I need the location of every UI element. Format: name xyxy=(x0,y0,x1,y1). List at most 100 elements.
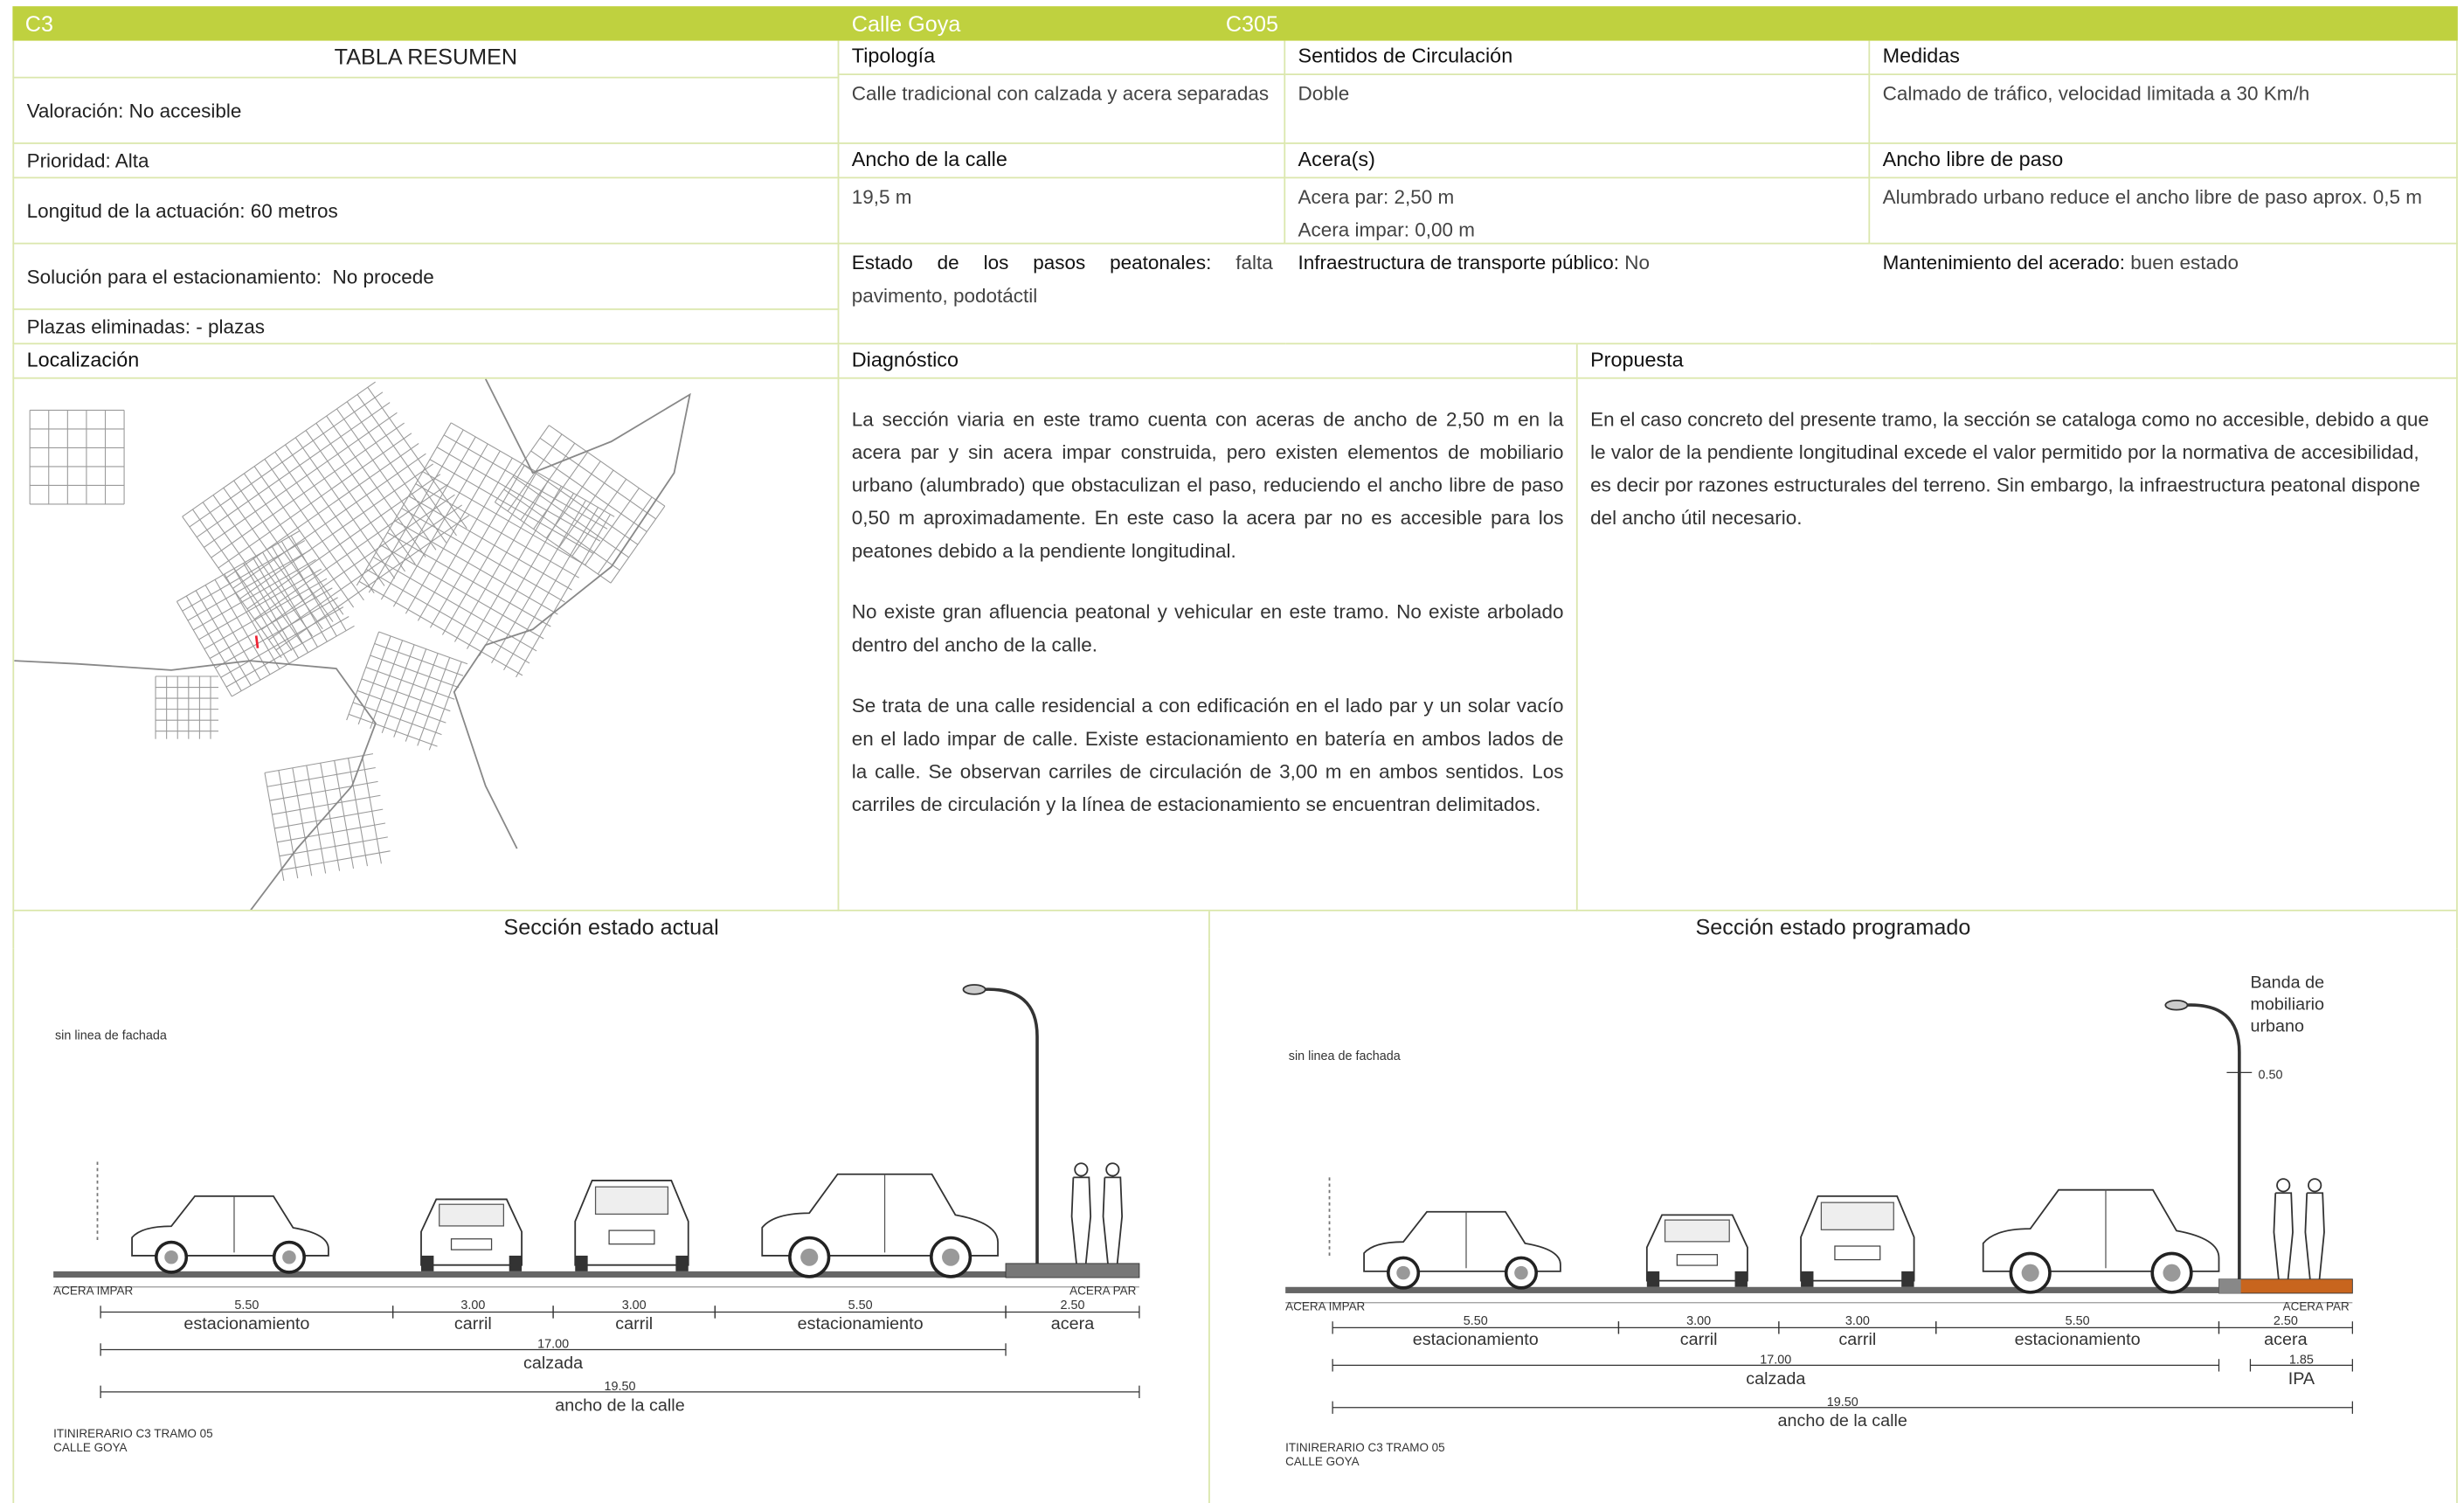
coast xyxy=(453,378,691,849)
inline-value: No xyxy=(1618,252,1650,274)
acera-line: Acera impar: 0,00 m xyxy=(1298,218,1475,241)
drawing-label: acera xyxy=(1051,1314,1094,1333)
street xyxy=(417,457,513,621)
drawing-label: 3.00 xyxy=(1845,1314,1870,1328)
summary-row: Valoración: No accesible xyxy=(12,78,840,144)
street xyxy=(491,500,586,663)
street xyxy=(182,381,376,517)
detail-label: Acera(s) xyxy=(1285,143,1871,179)
street xyxy=(274,808,384,829)
highlight xyxy=(254,635,260,648)
street xyxy=(365,666,455,700)
tyre xyxy=(575,1255,588,1271)
inline-value: falta pavimento, podotáctil xyxy=(851,252,1273,308)
person-body xyxy=(1102,1176,1124,1264)
street-grid xyxy=(29,409,125,505)
street xyxy=(394,520,558,615)
proposal-text: En el caso concreto del presente tramo, … xyxy=(1577,378,2458,911)
street xyxy=(516,514,611,678)
hub xyxy=(942,1248,960,1266)
car xyxy=(1363,1210,1561,1272)
street xyxy=(306,765,327,874)
drawing-label: carril xyxy=(1680,1330,1718,1349)
drawing-label: 5.50 xyxy=(2066,1314,2090,1328)
drawing-label: carril xyxy=(1838,1330,1876,1349)
street xyxy=(392,443,488,607)
person-body xyxy=(1070,1176,1092,1264)
drawing-label: ancho de la calle xyxy=(1778,1411,1907,1430)
street xyxy=(428,661,462,751)
paragraph: En el caso concreto del presente tramo, … xyxy=(1590,408,2429,530)
street xyxy=(362,755,382,864)
hub xyxy=(164,1250,178,1264)
street xyxy=(272,794,381,815)
grille xyxy=(1676,1254,1719,1266)
detail-value: 19,5 m xyxy=(839,178,1286,245)
street xyxy=(220,606,344,678)
drawing-label: 5.50 xyxy=(848,1299,873,1313)
detail-label: Tipología xyxy=(839,40,1286,76)
street xyxy=(378,631,468,665)
detail-label: Medidas xyxy=(1870,40,2458,76)
detail-label: Ancho libre de paso xyxy=(1870,143,2458,179)
drawing-label: carril xyxy=(615,1314,653,1333)
person-head xyxy=(1105,1162,1120,1177)
drawing-label: ACERA PAR xyxy=(2283,1300,2350,1313)
street xyxy=(380,436,476,600)
street xyxy=(356,394,457,537)
header-code: C3 xyxy=(24,10,53,37)
windshield xyxy=(439,1203,505,1227)
street xyxy=(225,443,419,579)
windshield xyxy=(1664,1219,1730,1243)
street xyxy=(264,753,374,773)
street xyxy=(512,475,629,558)
drawing-label: 2.50 xyxy=(1060,1299,1084,1313)
street xyxy=(361,678,451,712)
street xyxy=(274,451,375,593)
street xyxy=(429,464,525,628)
drawing-label: sin linea de fachada xyxy=(55,1029,167,1043)
person-head xyxy=(1074,1162,1089,1177)
street xyxy=(422,471,587,566)
sidewalk xyxy=(1005,1263,1140,1278)
drawing-label: 0.50 xyxy=(2258,1069,2282,1083)
drawing-label: ancho de la calle xyxy=(555,1396,684,1415)
drawing-label: ITINIRERARIO C3 TRAMO 05 xyxy=(53,1427,213,1440)
street xyxy=(294,437,396,579)
tyre xyxy=(420,1255,434,1271)
street xyxy=(212,495,313,637)
street-grid xyxy=(346,631,468,751)
street xyxy=(441,471,537,635)
section-title: Sección estado programado xyxy=(1210,911,2458,949)
summary-row: Prioridad: Alta xyxy=(12,143,840,179)
street xyxy=(405,653,439,742)
drawing-label: mobiliario xyxy=(2250,995,2324,1015)
street xyxy=(356,689,446,724)
street xyxy=(285,444,385,586)
drawing-label: Banda de xyxy=(2250,973,2324,993)
street xyxy=(253,466,355,608)
car xyxy=(761,1173,999,1257)
street xyxy=(204,578,328,650)
street xyxy=(279,836,388,857)
inline-label: Mantenimiento del acerado: xyxy=(1882,252,2126,274)
header-bar: C3 Calle Goya C305 xyxy=(12,6,2458,41)
detail-inline: Mantenimiento del acerado: buen estado xyxy=(1870,244,2458,345)
detail-value: Acera par: 2,50 m Acera impar: 0,00 m xyxy=(1285,178,1871,245)
street xyxy=(479,493,574,656)
street xyxy=(436,447,601,542)
person-body xyxy=(2273,1192,2294,1279)
detail-value: Calle tradicional con calzada y acera se… xyxy=(839,75,1286,144)
section-drawings: sin linea de fachada ACERA IMPAR ACERA PAR… xyxy=(53,973,2353,1468)
person-head xyxy=(2308,1178,2322,1193)
hub xyxy=(2021,1264,2039,1282)
drawing-label: 2.50 xyxy=(2274,1314,2298,1328)
street xyxy=(610,505,666,584)
car xyxy=(1982,1188,2220,1272)
street xyxy=(443,434,608,530)
location-map xyxy=(14,378,691,910)
detail-value: Doble xyxy=(1285,75,1871,144)
section-title: Sección estado actual xyxy=(12,911,1210,949)
street xyxy=(334,760,355,869)
